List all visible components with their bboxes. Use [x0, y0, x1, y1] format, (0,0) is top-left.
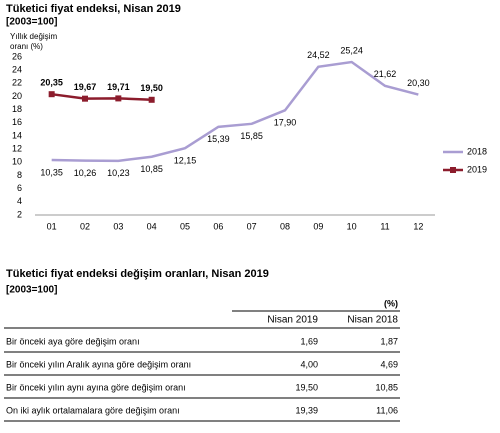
data-label: 25,24	[340, 45, 363, 55]
x-tick-label: 11	[380, 221, 389, 231]
table-header: Nisan 2018	[347, 315, 398, 326]
chart-title: Tüketici fiyat endeksi, Nisan 2019	[6, 3, 181, 15]
row-label: Bir önceki aya göre değişim oranı	[6, 336, 140, 346]
data-label: 20,35	[40, 78, 63, 88]
x-tick-label: 07	[247, 221, 257, 231]
cell: 4,69	[380, 359, 398, 369]
data-label: 15,85	[240, 131, 263, 141]
y-tick-label: 26	[12, 51, 22, 61]
x-tick-label: 04	[147, 221, 157, 231]
x-tick-label: 03	[113, 221, 123, 231]
data-label: 24,52	[307, 50, 330, 60]
row-label: Bir önceki yılın Aralık ayına göre değiş…	[6, 359, 191, 369]
data-label: 15,39	[207, 134, 230, 144]
x-tick-label: 06	[213, 221, 223, 231]
data-label: 10,23	[107, 168, 130, 178]
x-tick-label: 05	[180, 221, 190, 231]
y-tick-label: 8	[17, 170, 22, 180]
table-unit: (%)	[384, 298, 398, 308]
table-subtitle: [2003=100]	[6, 285, 57, 296]
x-tick-label: 08	[280, 221, 290, 231]
x-tick-label: 10	[347, 221, 357, 231]
point	[82, 95, 88, 102]
data-label: 10,26	[74, 168, 97, 178]
cell: 1,87	[380, 336, 398, 346]
legend-label: 2019	[467, 164, 487, 174]
data-label: 10,35	[40, 167, 63, 177]
data-label: 12,15	[174, 156, 197, 166]
x-tick-label: 12	[413, 221, 423, 231]
legend-marker	[450, 167, 456, 173]
data-label: 21,62	[374, 69, 397, 79]
x-tick-label: 01	[47, 221, 57, 231]
cell: 1,69	[300, 336, 318, 346]
data-label: 20,30	[407, 78, 430, 88]
y-tick-label: 6	[17, 183, 22, 193]
x-tick-label: 02	[80, 221, 90, 231]
point	[148, 96, 155, 103]
row-label: On iki aylık ortalamalara göre değişim o…	[6, 405, 180, 415]
data-label: 19,50	[140, 83, 163, 93]
data-label: 19,67	[74, 82, 97, 92]
cell: 4,00	[300, 359, 318, 369]
y-tick-label: 16	[12, 117, 22, 127]
y-tick-label: 14	[12, 130, 22, 140]
y-tick-label: 18	[12, 104, 22, 114]
legend-label: 2018	[467, 146, 487, 156]
series-line	[51, 60, 419, 163]
table-header: Nisan 2019	[267, 315, 318, 326]
cell: 19,39	[295, 405, 318, 415]
data-label: 10,85	[140, 164, 163, 174]
cell: 11,06	[376, 405, 398, 415]
table-title: Tüketici fiyat endeksi değişim oranları,…	[6, 268, 269, 280]
data-label: 19,71	[107, 82, 130, 92]
point	[115, 95, 122, 102]
x-tick-label: 09	[313, 221, 323, 231]
point	[48, 91, 55, 98]
data-label: 17,90	[274, 118, 297, 128]
cell: 19,50	[295, 382, 318, 392]
y-tick-label: 22	[12, 78, 22, 88]
y-tick-label: 2	[17, 209, 22, 219]
y-tick-label: 24	[12, 65, 22, 75]
y-tick-label: 10	[12, 157, 22, 167]
y-axis-title: Yıllık değişim oranı (%)	[10, 32, 58, 51]
y-tick-label: 4	[17, 196, 22, 206]
series-line	[51, 92, 152, 102]
y-tick-label: 12	[12, 144, 22, 154]
chart-subtitle: [2003=100]	[6, 17, 57, 28]
row-label: Bir önceki yılın aynı ayına göre değişim…	[6, 382, 186, 392]
y-tick-label: 20	[12, 91, 22, 101]
cell: 10,85	[375, 382, 398, 392]
